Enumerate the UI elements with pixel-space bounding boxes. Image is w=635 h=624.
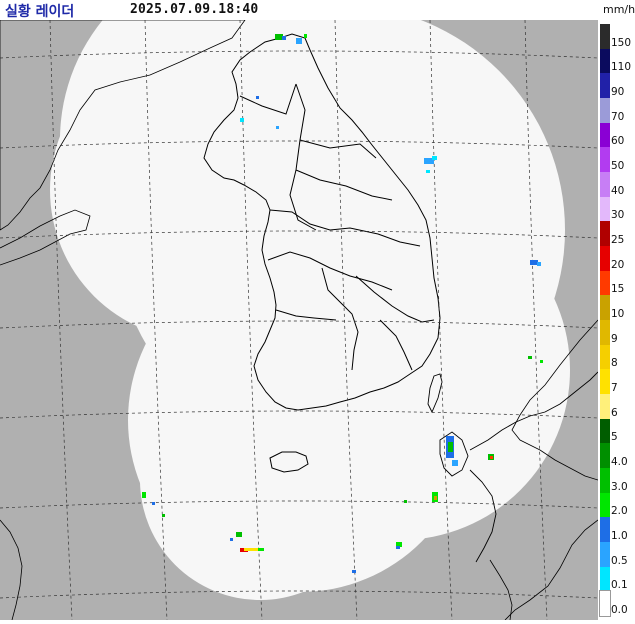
legend-label: 110 — [611, 61, 632, 74]
legend-swatch — [600, 566, 610, 592]
intensity-legend: 150 110 90 70 60 50 40 30 25 20 15 10 9 8 7 6 5 4.0 3.0 2.0… — [598, 20, 635, 620]
observation-timestamp: 2025.07.09.18:40 — [130, 2, 259, 17]
legend-label: 8 — [611, 357, 618, 370]
echo-central-west — [240, 96, 279, 129]
legend-label: 0.0 — [611, 604, 628, 616]
east-island — [427, 373, 443, 414]
legend-label: 30 — [611, 209, 625, 222]
grid-meridian — [49, 19, 73, 621]
radar-coverage-area — [50, 0, 570, 600]
legend-label: 4.0 — [611, 456, 628, 468]
legend-label: 10 — [611, 308, 625, 320]
echo-north-border — [275, 34, 307, 44]
tsushima-kyushu — [439, 371, 599, 563]
radar-map — [0, 0, 599, 621]
legend-label: 90 — [611, 86, 625, 98]
legend-label: 7 — [611, 382, 618, 394]
legend-label: 6 — [611, 406, 618, 419]
header-bar: 실황 레이더 2025.07.09.18:40 mm/h — [0, 0, 635, 20]
legend-label: 50 — [611, 160, 625, 172]
legend-swatch — [600, 270, 610, 296]
legend-swatch — [600, 517, 610, 542]
grid-meridian — [429, 19, 453, 621]
echo-south-coast — [432, 436, 494, 502]
legend-swatch — [600, 492, 610, 518]
jeju-island — [269, 451, 309, 473]
radar-map-canvas — [0, 0, 599, 621]
legend-swatch — [600, 24, 610, 49]
grid-meridian — [524, 19, 548, 621]
legend-swatch — [600, 468, 610, 493]
legend-swatch — [600, 394, 610, 419]
radar-echoes — [142, 34, 543, 573]
legend-swatch — [600, 246, 610, 271]
grid-meridian — [334, 19, 358, 621]
legend-label: 3.0 — [611, 480, 628, 493]
page-title: 실황 레이더 — [5, 4, 75, 20]
legend-label: 0.1 — [611, 579, 628, 592]
legend-swatch — [600, 344, 610, 370]
legend-label: 9 — [611, 332, 618, 345]
legend-swatch — [600, 122, 610, 148]
legend-swatch — [600, 320, 610, 345]
korean-peninsula — [203, 33, 441, 411]
legend-swatch — [600, 542, 610, 567]
legend-swatch — [600, 147, 610, 172]
legend-unit: mm/h — [603, 3, 635, 16]
echo-jeju-south — [142, 492, 356, 573]
legend-label: 70 — [611, 110, 625, 123]
outer-land — [0, 19, 599, 621]
legend-swatch — [600, 73, 610, 98]
legend-swatch — [600, 98, 610, 123]
legend-label: 40 — [611, 184, 625, 197]
legend-swatch — [600, 48, 610, 74]
legend-swatch — [600, 443, 610, 468]
legend-label: 25 — [611, 234, 625, 246]
legend-swatch — [600, 221, 610, 246]
legend-label: 15 — [611, 283, 625, 296]
legend-swatch — [600, 418, 610, 444]
lat-lon-grid — [0, 19, 599, 621]
legend-swatch — [600, 369, 610, 394]
legend-label: 2.0 — [611, 505, 628, 518]
legend-label: 20 — [611, 258, 625, 271]
echo-east-coast — [424, 156, 437, 173]
legend-label: 60 — [611, 135, 625, 148]
legend-label: 5 — [611, 431, 618, 444]
echo-tsushima-strait — [396, 500, 407, 549]
legend-swatch — [600, 295, 610, 320]
legend-swatch — [600, 172, 610, 197]
legend-swatch — [599, 590, 611, 617]
grid-meridian — [239, 19, 263, 621]
grid-meridian — [144, 19, 168, 621]
legend-label: 1.0 — [611, 530, 628, 542]
legend-label: 0.5 — [611, 554, 628, 567]
legend-label: 150 — [611, 36, 632, 49]
echo-east-sea — [528, 260, 543, 363]
legend-swatch — [600, 196, 610, 222]
